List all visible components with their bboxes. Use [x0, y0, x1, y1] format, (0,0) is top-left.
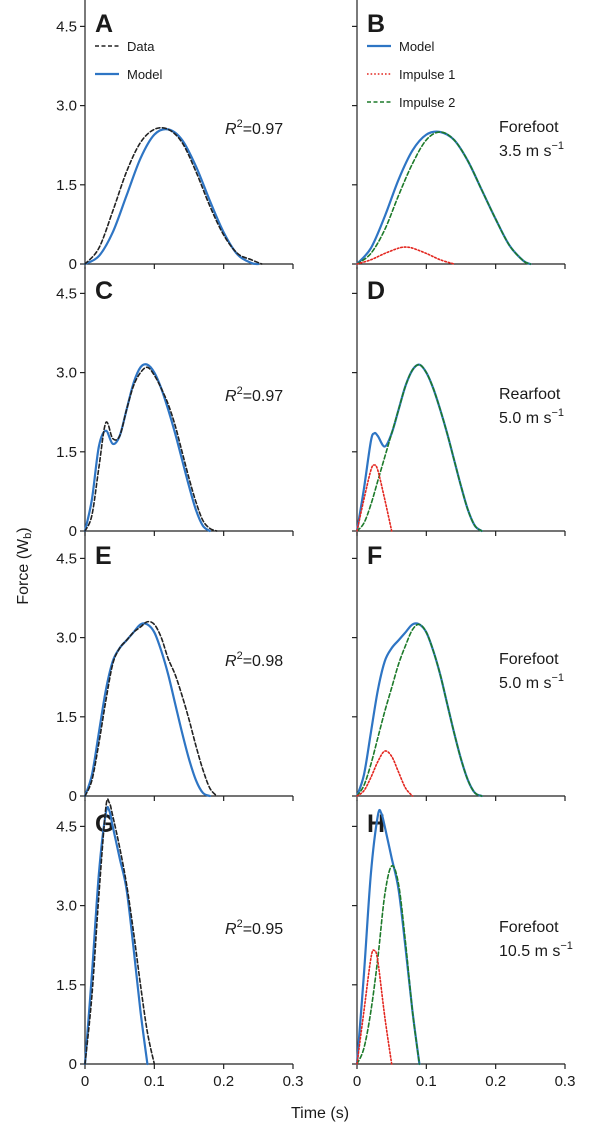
y-tick-label: 3.0: [56, 98, 77, 115]
series-data-line: [84, 798, 156, 1065]
condition-speed: 5.0 m s−1: [499, 407, 564, 427]
r-squared-annotation: R2=0.98: [225, 650, 283, 670]
panel-f: F Forefoot 5.0 m s−1: [352, 532, 566, 801]
series-impulse1-line: [356, 246, 455, 265]
x-tick-label: 0.1: [416, 1073, 437, 1090]
series-impulse2-line: [356, 623, 483, 797]
x-tick-label: 0: [81, 1073, 89, 1090]
panel-letter: E: [95, 542, 112, 570]
panel-a: 0 1.5 3.0 4.5 A Data Model R2=0.97: [56, 0, 294, 273]
panel-e: 0 1.5 3.0 4.5 E R2=0.98: [56, 532, 294, 805]
x-tick-label: 0.2: [485, 1073, 506, 1090]
y-tick-label: 1.5: [56, 709, 77, 726]
condition-foot: Forefoot: [499, 919, 559, 936]
panel-c: 0 1.5 3.0 4.5 C R2=0.97: [56, 267, 294, 540]
condition-speed: 3.5 m s−1: [499, 140, 564, 160]
y-tick-label: 4.5: [56, 550, 77, 567]
y-tick-label: 1.5: [56, 977, 77, 994]
y-tick-label: 4.5: [56, 18, 77, 35]
legend-label: Data: [127, 39, 155, 54]
series-model-line: [355, 808, 421, 1066]
x-tick-label: 0.3: [555, 1073, 576, 1090]
condition-foot: Forefoot: [499, 119, 559, 136]
y-tick-label: 3.0: [56, 365, 77, 382]
condition-annotation: Forefoot 3.5 m s−1: [499, 119, 564, 160]
legend-label: Model: [399, 39, 435, 54]
condition-annotation: Forefoot 5.0 m s−1: [499, 651, 564, 692]
series-impulse1-line: [356, 464, 393, 532]
series-impulse1-line: [356, 750, 414, 797]
condition-annotation: Rearfoot 5.0 m s−1: [499, 386, 564, 427]
y-tick-label: 1.5: [56, 444, 77, 461]
r-squared-annotation: R2=0.95: [225, 918, 283, 938]
y-axis-label-close: ): [15, 527, 32, 532]
condition-speed: 10.5 m s−1: [499, 940, 573, 960]
y-tick-label: 0: [69, 523, 77, 540]
panel-letter: C: [95, 277, 113, 305]
series-data-line: [84, 620, 218, 797]
series-model-line: [355, 622, 483, 798]
legend-label: Impulse 1: [399, 67, 455, 82]
r-squared-annotation: R2=0.97: [225, 385, 283, 405]
x-axis-label: Time (s): [291, 1105, 349, 1122]
panel-letter: A: [95, 10, 113, 38]
x-tick-label: 0.1: [144, 1073, 165, 1090]
legend-label: Model: [127, 67, 163, 82]
x-tick-label: 0.2: [213, 1073, 234, 1090]
condition-annotation: Forefoot 10.5 m s−1: [499, 919, 573, 960]
y-tick-label: 0: [69, 256, 77, 273]
series-model-line: [83, 128, 260, 266]
r-squared-annotation: R2=0.97: [225, 118, 283, 138]
series-data-line: [84, 126, 263, 265]
condition-foot: Forefoot: [499, 651, 559, 668]
panel-d: D Rearfoot 5.0 m s−1: [352, 267, 566, 536]
y-tick-label: 0: [69, 1056, 77, 1073]
panel-letter: F: [367, 542, 382, 570]
y-tick-label: 3.0: [56, 630, 77, 647]
x-tick-label: 0: [353, 1073, 361, 1090]
x-tick-label: 0.3: [283, 1073, 304, 1090]
y-tick-label: 3.0: [56, 898, 77, 915]
series-impulse1-line: [356, 949, 393, 1065]
series-impulse2-line: [356, 864, 421, 1065]
panel-letter: D: [367, 277, 385, 305]
legend-label: Impulse 2: [399, 95, 455, 110]
panel-b: B Model Impulse 1 Impulse 2 Forefoot 3.5 m s−…: [352, 0, 566, 269]
series-impulse2-line: [356, 131, 532, 265]
y-tick-label: 4.5: [56, 285, 77, 302]
y-axis-label: Force (Wb): [15, 527, 34, 604]
y-axis-label-sub: b: [22, 533, 34, 539]
series-impulse2-line: [356, 363, 483, 532]
series-model-line: [83, 363, 211, 533]
y-tick-label: 1.5: [56, 177, 77, 194]
y-tick-label: 4.5: [56, 818, 77, 835]
y-axis-label-main: Force (W: [15, 538, 32, 605]
condition-foot: Rearfoot: [499, 386, 561, 403]
condition-speed: 5.0 m s−1: [499, 672, 564, 692]
series-model-line: [355, 363, 483, 533]
series-model-line: [83, 622, 211, 798]
panels-layer: 0 1.5 3.0 4.5 A Data Model R2=0.97 B Model Impulse…: [56, 0, 575, 1090]
y-tick-label: 0: [69, 788, 77, 805]
series-model-line: [83, 805, 149, 1066]
panel-letter: B: [367, 10, 385, 38]
series-data-line: [84, 366, 218, 532]
